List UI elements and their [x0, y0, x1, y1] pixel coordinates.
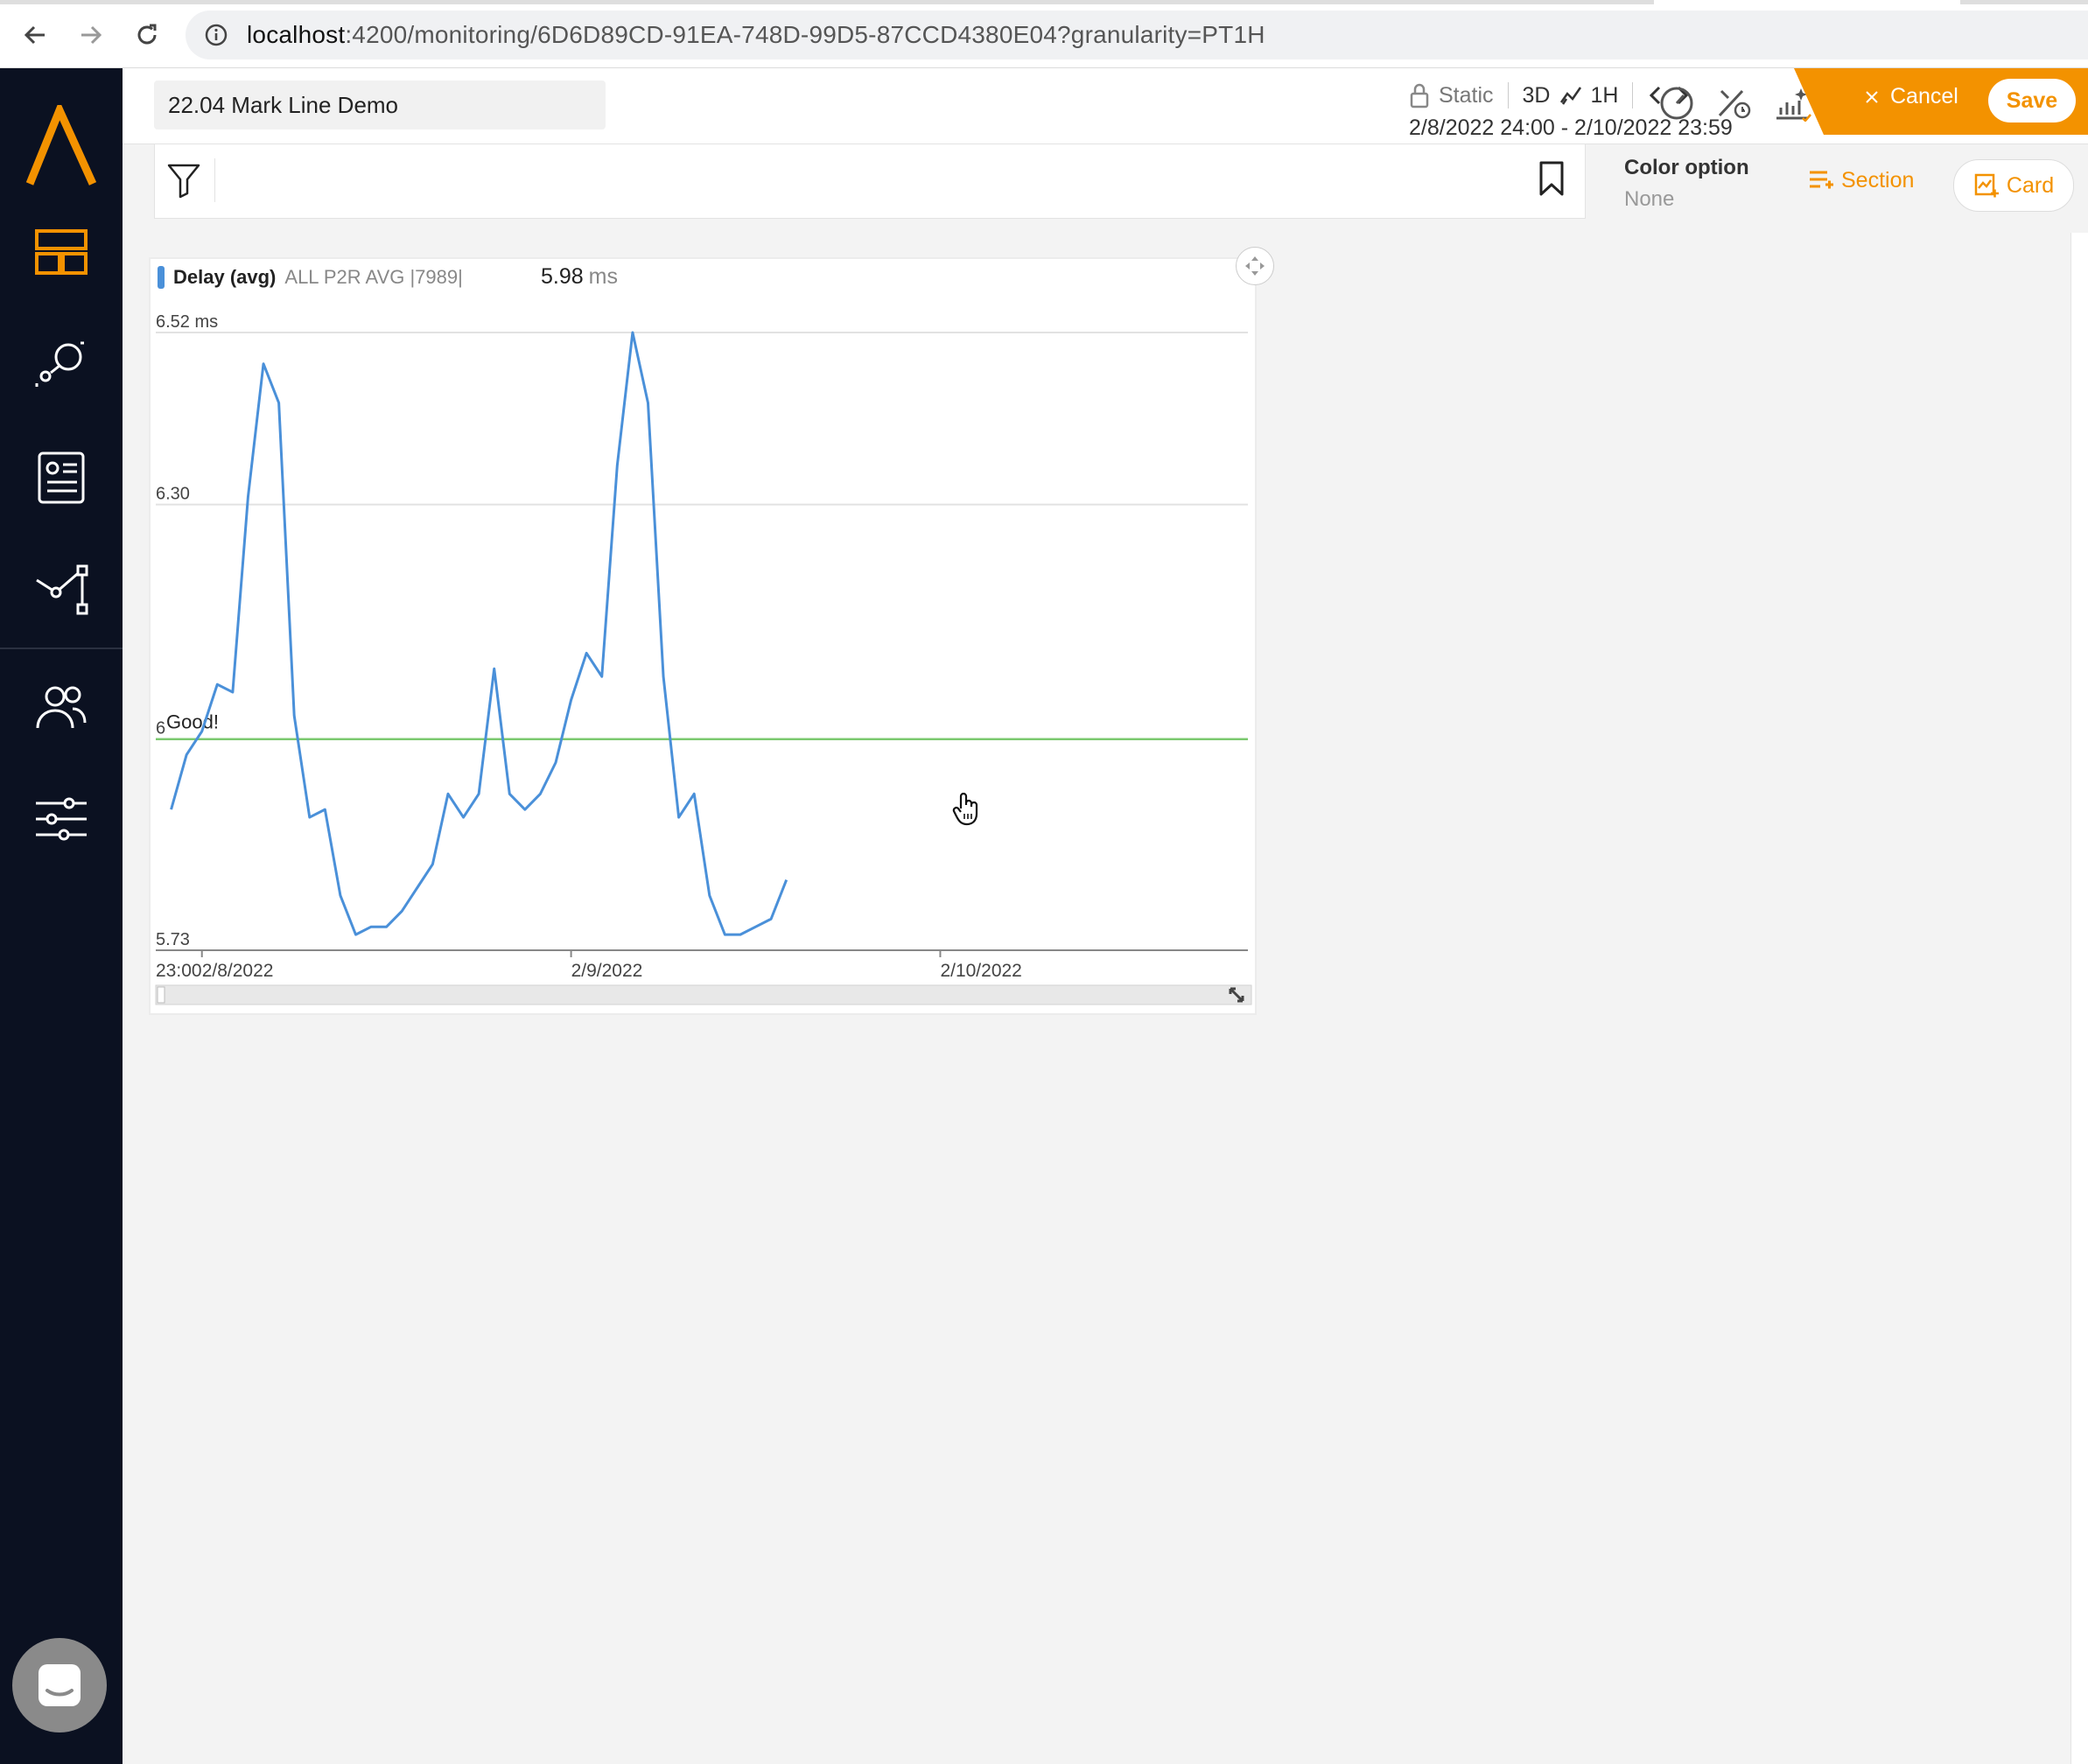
dashboard-title: 22.04 Mark Line Demo: [168, 91, 399, 118]
topology-icon: [35, 341, 84, 387]
x-tick-label: 2/8/2022: [202, 961, 274, 981]
edit-actions: Cancel Save: [1794, 68, 2088, 135]
dashboard-icon: [35, 229, 88, 275]
tools-clock-icon[interactable]: [1713, 82, 1755, 124]
sidebar-item-topology[interactable]: [0, 320, 123, 408]
y-tick-label: 5.73: [156, 930, 190, 949]
add-section-button[interactable]: Section: [1808, 168, 1914, 193]
dashboard-header: 22.04 Mark Line Demo Static 3D 1H 2/8/20…: [123, 68, 2088, 144]
legend-current-value: 5.98 ms: [541, 264, 618, 290]
sidebar-item-dashboards[interactable]: [0, 208, 123, 296]
markline-label: Good!: [166, 711, 219, 733]
dashboard-title-input[interactable]: 22.04 Mark Line Demo: [154, 80, 606, 130]
browser-toolbar: localhost:4200/monitoring/6D6D89CD-91EA-…: [0, 0, 2088, 68]
chat-icon: [39, 1664, 81, 1706]
report-icon: [38, 452, 85, 504]
hand-cursor-icon: [950, 791, 982, 826]
current-unit: ms: [588, 264, 618, 289]
legend-swatch: [158, 266, 165, 289]
x-tick-label: 2/10/2022: [940, 961, 1021, 981]
users-icon: [36, 686, 87, 729]
static-toggle[interactable]: Static: [1439, 82, 1494, 108]
chevron-left-icon[interactable]: [1647, 84, 1664, 107]
resize-icon: [1229, 987, 1244, 1003]
zoom-slider-handle: [157, 986, 165, 1004]
site-info-icon[interactable]: [186, 23, 247, 47]
sidebar-item-reports[interactable]: [0, 434, 123, 522]
tab-strip: [0, 0, 2088, 4]
url-text[interactable]: localhost:4200/monitoring/6D6D89CD-91EA-…: [247, 21, 1265, 49]
filter-icon[interactable]: [162, 158, 215, 202]
time-controls: Static 3D 1H 2/8/2022 24:00 - 2/10/2022 …: [1286, 77, 1776, 140]
address-bar[interactable]: localhost:4200/monitoring/6D6D89CD-91EA-…: [186, 10, 2088, 60]
chart-sparkle-icon[interactable]: [1771, 82, 1813, 124]
sidebar-item-analytics[interactable]: [0, 546, 123, 634]
y-tick-label: 6.30: [156, 485, 190, 504]
save-button[interactable]: Save: [1988, 79, 2076, 122]
move-handle-icon[interactable]: [1236, 247, 1274, 285]
sidebar-item-settings[interactable]: [0, 775, 123, 863]
granularity-selector[interactable]: 1H: [1590, 82, 1619, 108]
color-option-label: Color option: [1624, 156, 1749, 179]
speed-icon[interactable]: [1656, 82, 1698, 124]
bookmark-icon[interactable]: [1538, 160, 1569, 200]
sidebar-item-users[interactable]: [0, 663, 123, 751]
current-value: 5.98: [541, 264, 584, 289]
legend-series-name: Delay (avg): [173, 266, 277, 288]
right-panel-edge: [2070, 233, 2088, 1764]
legend-series-detail: ALL P2R AVG |7989|: [284, 266, 463, 288]
flow-icon: [36, 564, 88, 615]
back-icon[interactable]: [16, 16, 54, 54]
y-tick-label: 6: [156, 719, 165, 738]
chart-card[interactable]: [149, 257, 1257, 1015]
section-label: Section: [1841, 168, 1915, 192]
forward-icon[interactable]: [72, 16, 110, 54]
add-card-button[interactable]: Card: [1953, 159, 2074, 212]
close-icon: [1866, 90, 1878, 103]
sidebar-divider: [0, 648, 123, 649]
y-tick-label: 6.52 ms: [156, 312, 218, 332]
period-selector[interactable]: 3D: [1522, 82, 1551, 108]
cancel-label: Cancel: [1890, 84, 1958, 108]
card-label: Card: [2006, 172, 2055, 198]
reload-icon[interactable]: [128, 16, 166, 54]
time-range[interactable]: 2/8/2022 24:00 - 2/10/2022 23:59: [1409, 116, 1733, 140]
logo-icon[interactable]: [0, 103, 123, 191]
color-option-value[interactable]: None: [1624, 187, 1675, 211]
series-line-delay: [170, 331, 788, 936]
add-card-icon: [1974, 173, 1999, 198]
cancel-button[interactable]: Cancel: [1864, 84, 1958, 109]
add-section-icon: [1810, 171, 1833, 188]
x-tick-label: 2/9/2022: [571, 961, 643, 981]
chart-legend[interactable]: Delay (avg) ALL P2R AVG |7989| 5.98 ms: [158, 264, 618, 289]
lock-icon[interactable]: [1409, 82, 1430, 108]
sliders-icon: [36, 797, 87, 841]
x-tick-label: 23:00: [156, 961, 202, 981]
zoom-slider-track: [155, 984, 1252, 1005]
chat-launcher-button[interactable]: [12, 1638, 107, 1732]
delay-line-chart[interactable]: 6.52 ms 6.30 6 5.73 Good! 23:00 2/8/2022 2/9/20…: [149, 303, 1257, 1015]
sidebar: [0, 68, 123, 1764]
save-label: Save: [2006, 88, 2058, 113]
granularity-icon: [1559, 87, 1581, 105]
url-path: :4200/monitoring/6D6D89CD-91EA-748D-99D5…: [345, 21, 1265, 48]
color-option[interactable]: Color option None: [1624, 156, 1749, 212]
url-host: localhost: [247, 21, 346, 48]
filter-bar: [154, 144, 1586, 219]
